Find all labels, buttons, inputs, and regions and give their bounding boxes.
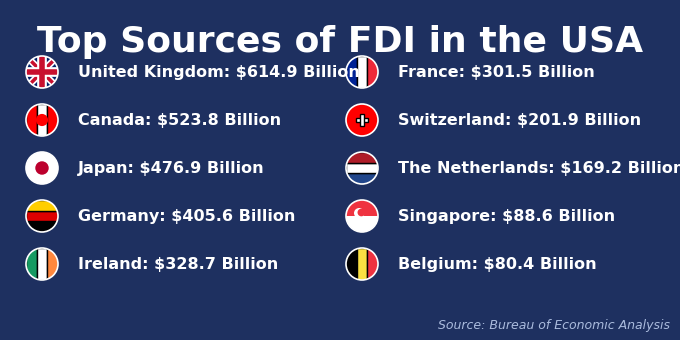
FancyBboxPatch shape bbox=[26, 211, 58, 221]
FancyBboxPatch shape bbox=[357, 56, 367, 88]
Text: United Kingdom: $614.9 Billion: United Kingdom: $614.9 Billion bbox=[78, 65, 360, 80]
Circle shape bbox=[346, 104, 378, 136]
Text: Switzerland: $201.9 Billion: Switzerland: $201.9 Billion bbox=[398, 113, 641, 128]
FancyBboxPatch shape bbox=[37, 104, 48, 136]
FancyBboxPatch shape bbox=[346, 56, 357, 88]
Circle shape bbox=[26, 152, 58, 184]
Text: The Netherlands: $169.2 Billion: The Netherlands: $169.2 Billion bbox=[398, 160, 680, 175]
FancyBboxPatch shape bbox=[357, 248, 367, 280]
FancyBboxPatch shape bbox=[48, 104, 58, 136]
Circle shape bbox=[358, 209, 365, 216]
Text: Belgium: $80.4 Billion: Belgium: $80.4 Billion bbox=[398, 256, 596, 272]
Text: Ireland: $328.7 Billion: Ireland: $328.7 Billion bbox=[78, 256, 278, 272]
FancyBboxPatch shape bbox=[48, 248, 58, 280]
Circle shape bbox=[36, 114, 48, 126]
Wedge shape bbox=[346, 200, 378, 216]
FancyBboxPatch shape bbox=[367, 56, 378, 88]
Text: Germany: $405.6 Billion: Germany: $405.6 Billion bbox=[78, 208, 295, 223]
Text: Japan: $476.9 Billion: Japan: $476.9 Billion bbox=[78, 160, 265, 175]
FancyBboxPatch shape bbox=[26, 221, 58, 232]
Text: Canada: $523.8 Billion: Canada: $523.8 Billion bbox=[78, 113, 281, 128]
Text: France: $301.5 Billion: France: $301.5 Billion bbox=[398, 65, 595, 80]
Wedge shape bbox=[346, 216, 378, 232]
FancyBboxPatch shape bbox=[346, 163, 378, 173]
Circle shape bbox=[35, 161, 49, 175]
FancyBboxPatch shape bbox=[346, 248, 357, 280]
FancyBboxPatch shape bbox=[367, 248, 378, 280]
Circle shape bbox=[26, 56, 58, 88]
FancyBboxPatch shape bbox=[37, 248, 48, 280]
FancyBboxPatch shape bbox=[360, 114, 364, 125]
FancyBboxPatch shape bbox=[26, 104, 37, 136]
FancyBboxPatch shape bbox=[356, 118, 368, 122]
Text: Source: Bureau of Economic Analysis: Source: Bureau of Economic Analysis bbox=[438, 319, 670, 332]
Text: Singapore: $88.6 Billion: Singapore: $88.6 Billion bbox=[398, 208, 615, 223]
Text: Top Sources of FDI in the USA: Top Sources of FDI in the USA bbox=[37, 25, 643, 59]
Circle shape bbox=[354, 208, 364, 218]
FancyBboxPatch shape bbox=[26, 248, 37, 280]
FancyBboxPatch shape bbox=[346, 152, 378, 163]
FancyBboxPatch shape bbox=[346, 173, 378, 184]
FancyBboxPatch shape bbox=[26, 200, 58, 211]
